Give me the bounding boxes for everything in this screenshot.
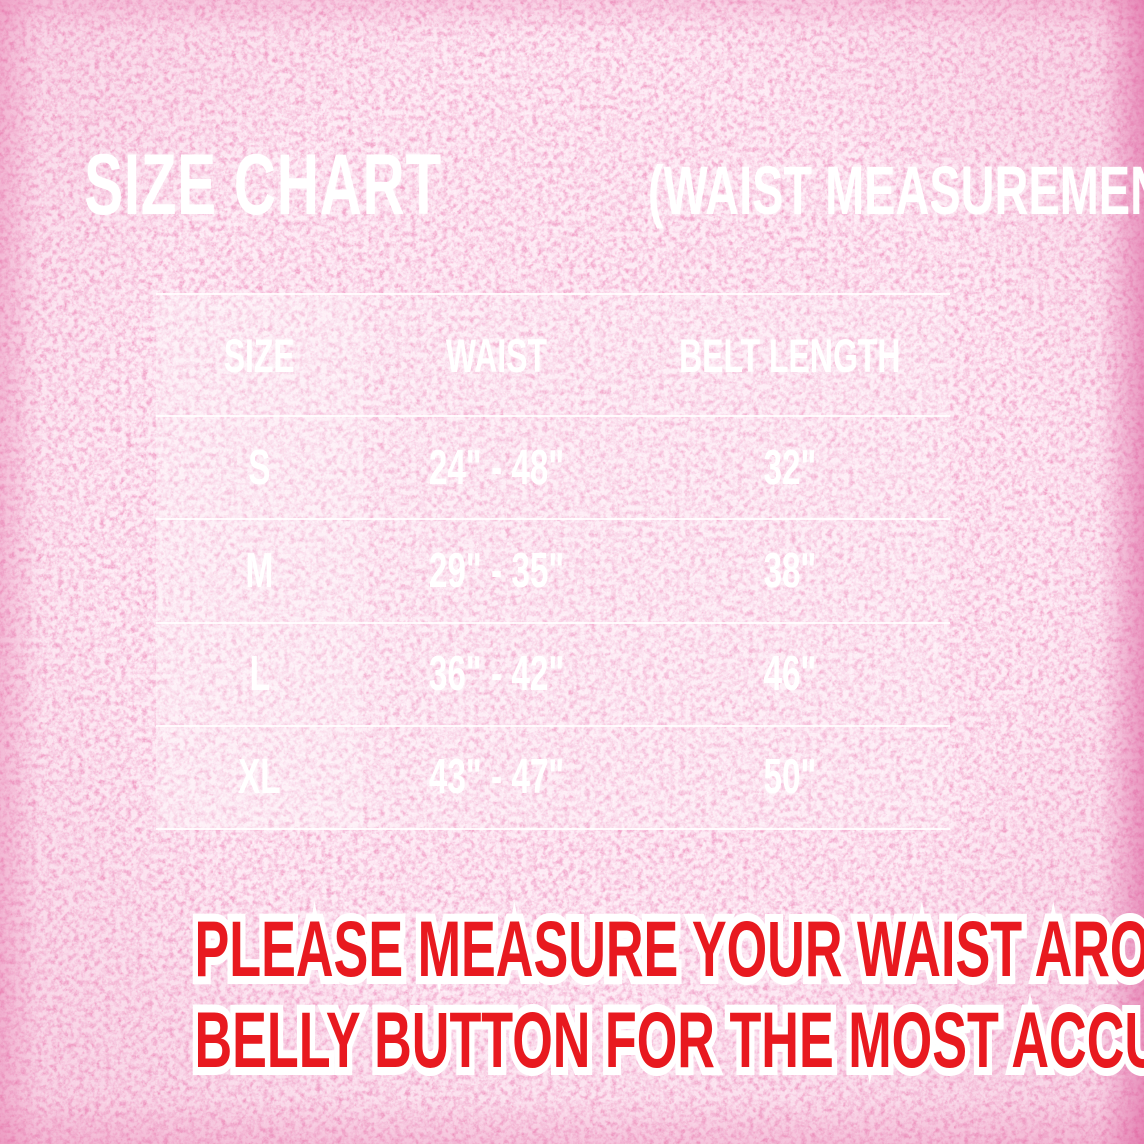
title-sub: (WAIST MEASUREMENT) xyxy=(648,152,1144,229)
column-header-waist: WAIST xyxy=(445,328,548,382)
title-main: SIZE CHART xyxy=(84,137,442,233)
cell-size: S xyxy=(248,440,271,495)
cell-belt-length: 50" xyxy=(763,750,817,805)
column-header-size: SIZE xyxy=(223,328,296,382)
note-line-2: BELLY BUTTON FOR THE MOST ACCURATE FIT. xyxy=(194,994,1144,1085)
table-row-m: M 29" - 35" 38" xyxy=(156,520,950,624)
table-row-s: S 24" - 48" 32" xyxy=(156,417,950,521)
cell-size: XL xyxy=(238,750,281,805)
cell-belt-length: 38" xyxy=(763,543,817,598)
cell-waist: 24" - 48" xyxy=(428,440,565,495)
cell-waist: 29" - 35" xyxy=(428,543,565,598)
table-row-l: L 36" - 42" 46" xyxy=(156,624,950,727)
footer-note: PLEASE MEASURE YOUR WAIST AROUND YOUR BE… xyxy=(0,903,1144,1085)
cell-waist: 36" - 42" xyxy=(428,647,565,702)
page-title: SIZE CHART (WAIST MEASUREMENT) xyxy=(0,142,1144,228)
cell-belt-length: 32" xyxy=(763,440,817,495)
cell-size: M xyxy=(245,543,274,598)
table-row-xl: XL 43" - 47" 50" xyxy=(156,727,950,830)
note-line-2-text: BELLY BUTTON FOR THE MOST ACCURATE FIT. xyxy=(194,994,1144,1085)
size-table: SIZE WAIST BELT LENGTH S 24" - 48" 32" xyxy=(156,293,950,830)
note-line-1-text: PLEASE MEASURE YOUR WAIST AROUND YOUR xyxy=(194,903,1144,994)
cell-belt-length: 46" xyxy=(763,647,817,702)
cell-waist: 43" - 47" xyxy=(428,750,565,805)
note-line-1: PLEASE MEASURE YOUR WAIST AROUND YOUR xyxy=(194,903,1144,994)
column-header-belt-length: BELT LENGTH xyxy=(679,328,901,382)
cell-size: L xyxy=(249,647,270,702)
table-header-row: SIZE WAIST BELT LENGTH xyxy=(156,295,950,417)
